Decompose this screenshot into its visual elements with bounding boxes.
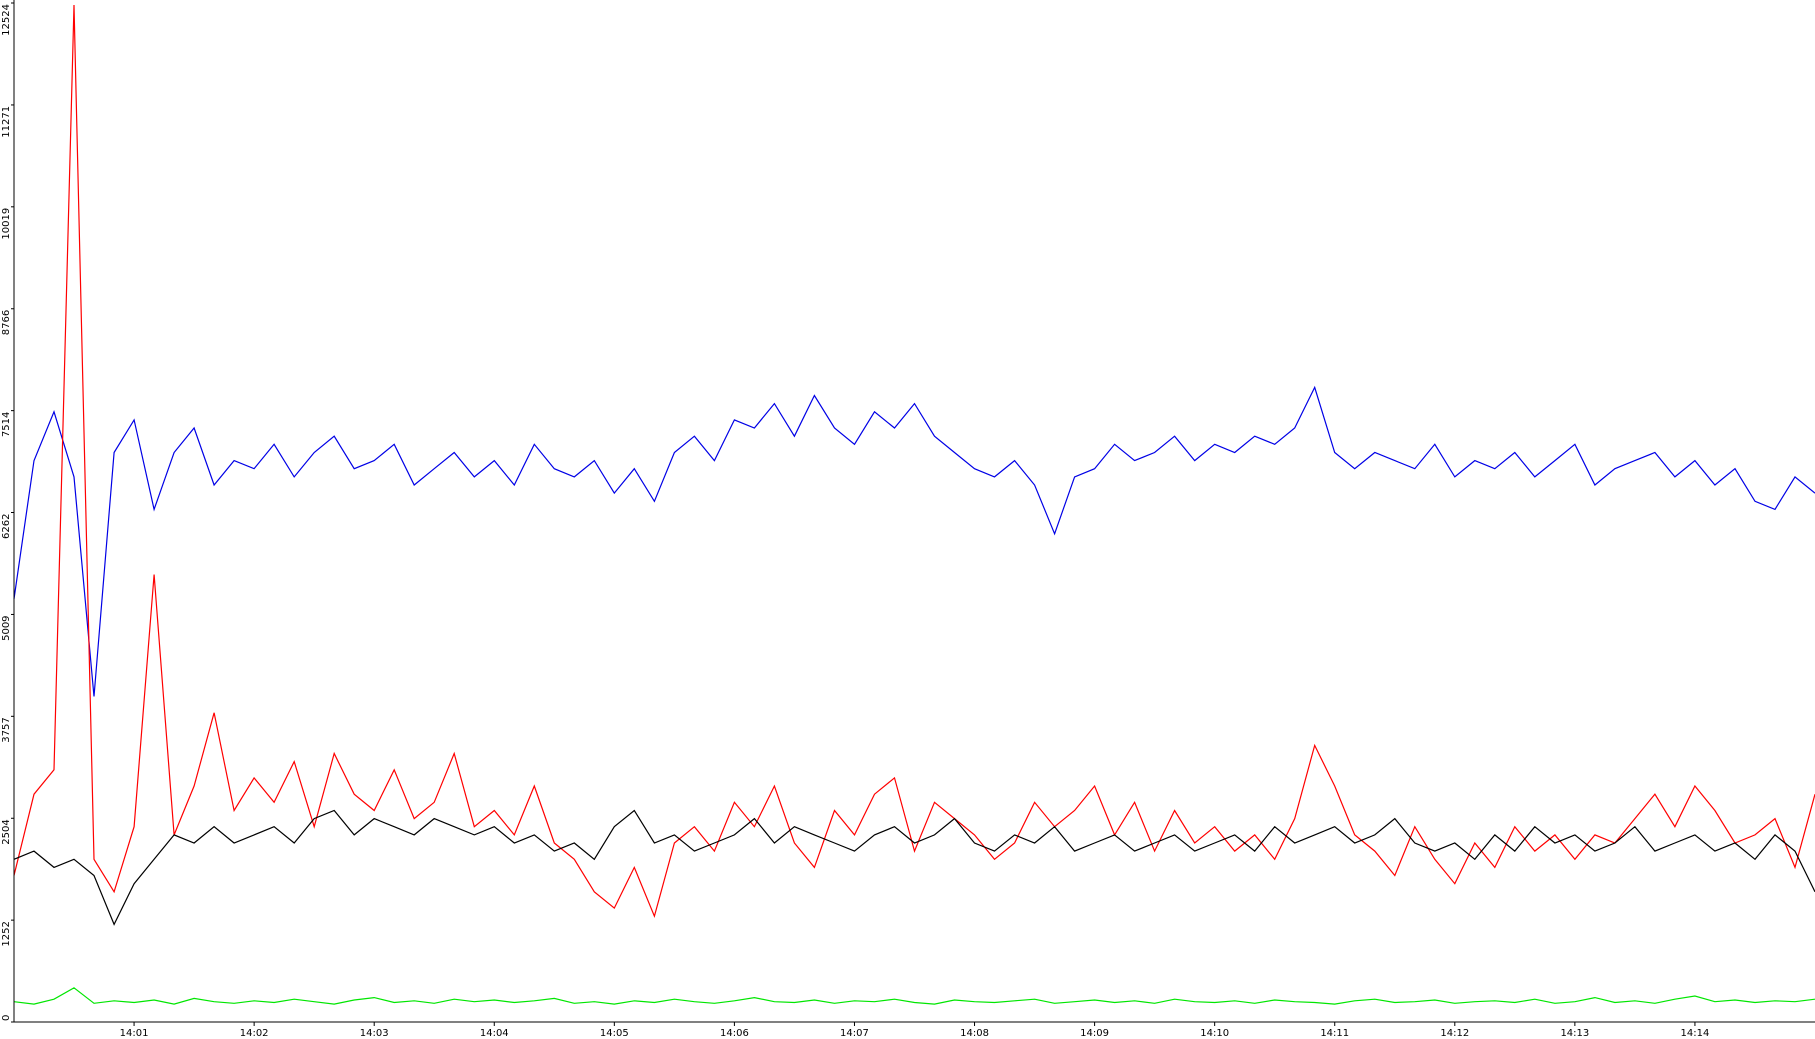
x-tick-label: 14:14 — [1681, 1028, 1710, 1039]
y-tick-label: 1252 — [1, 921, 12, 946]
x-tick-label: 14:08 — [960, 1028, 989, 1039]
x-tick-label: 14:11 — [1320, 1028, 1349, 1039]
y-tick-label: 5009 — [1, 615, 12, 640]
series-line — [13, 987, 1815, 1005]
x-tick-label: 14:01 — [120, 1028, 149, 1039]
x-tick-label: 14:06 — [720, 1028, 749, 1039]
y-tick-label: 2504 — [1, 819, 12, 844]
series-line — [13, 4, 1815, 919]
y-tick-label: 0 — [1, 1015, 12, 1021]
y-tick-label: 6262 — [1, 514, 12, 539]
x-tick-label: 14:03 — [360, 1028, 389, 1039]
series-line — [13, 809, 1815, 926]
x-tick-label: 14:07 — [840, 1028, 869, 1039]
x-tick-label: 14:09 — [1080, 1028, 1109, 1039]
y-tick-label: 3757 — [1, 717, 12, 742]
x-tick-label: 14:05 — [600, 1028, 629, 1039]
x-tick-label: 14:04 — [480, 1028, 509, 1039]
y-tick-label: 10019 — [1, 208, 12, 240]
x-tick-label: 14:10 — [1200, 1028, 1229, 1039]
y-tick-label: 11271 — [1, 106, 12, 138]
series-line — [13, 385, 1815, 697]
y-tick-label: 12524 — [1, 4, 12, 36]
x-tick-label: 14:02 — [240, 1028, 269, 1039]
x-tick-label: 14:12 — [1440, 1028, 1469, 1039]
y-tick-label: 7514 — [1, 412, 12, 437]
y-tick-label: 8766 — [1, 310, 12, 335]
x-tick-label: 14:13 — [1560, 1028, 1589, 1039]
